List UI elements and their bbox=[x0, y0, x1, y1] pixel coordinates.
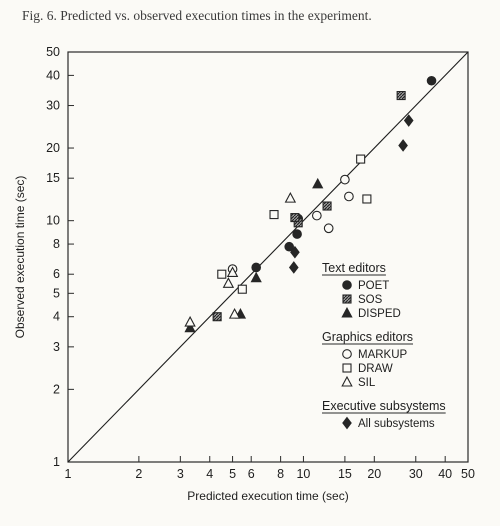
x-tick-label: 20 bbox=[367, 467, 381, 481]
x-tick-label: 8 bbox=[277, 467, 284, 481]
legend-label-sil: SIL bbox=[358, 377, 376, 389]
data-point-poet bbox=[292, 229, 302, 239]
data-point-all-subsystems bbox=[288, 261, 299, 274]
x-tick-label: 3 bbox=[177, 467, 184, 481]
x-tick-label: 40 bbox=[438, 467, 452, 481]
legend-group-heading: Text editors bbox=[322, 261, 386, 275]
x-tick-label: 2 bbox=[135, 467, 142, 481]
y-tick-label: 6 bbox=[53, 267, 60, 281]
data-point-draw bbox=[237, 284, 247, 294]
data-point-poet bbox=[284, 241, 294, 252]
plot-frame bbox=[67, 51, 469, 463]
data-point-poet bbox=[251, 262, 261, 273]
x-tick-label: 10 bbox=[296, 467, 310, 481]
legend-marker-sos bbox=[342, 294, 352, 304]
data-point-sil bbox=[228, 307, 241, 319]
x-tick-label: 4 bbox=[206, 467, 213, 481]
data-point-poet bbox=[426, 75, 437, 86]
legend-label-sos: SOS bbox=[358, 294, 383, 306]
legend-marker-all-subsystems bbox=[342, 416, 352, 430]
x-tick-label: 6 bbox=[248, 467, 255, 481]
legend-label-draw: DRAW bbox=[358, 363, 393, 375]
legend-marker-sil bbox=[341, 375, 353, 387]
figure-caption: Fig. 6. Predicted vs. observed execution… bbox=[22, 8, 372, 23]
y-tick-label: 3 bbox=[53, 340, 60, 354]
y-tick-label: 4 bbox=[53, 310, 60, 324]
x-tick-label: 15 bbox=[338, 467, 352, 481]
data-point-all-subsystems bbox=[403, 114, 414, 127]
y-axis-label: Observed execution time (sec) bbox=[13, 176, 27, 339]
data-point-draw bbox=[362, 194, 372, 204]
data-point-sos bbox=[322, 201, 332, 211]
data-point-all-subsystems bbox=[290, 245, 300, 259]
y-tick-label: 50 bbox=[46, 45, 60, 59]
legend-group-heading: Graphics editors bbox=[322, 330, 413, 344]
y-tick-label: 20 bbox=[46, 141, 60, 155]
data-point-sil bbox=[222, 277, 235, 288]
data-point-markup bbox=[344, 191, 354, 202]
data-point-disped bbox=[250, 271, 262, 283]
x-tick-label: 50 bbox=[461, 467, 475, 481]
legend-marker-markup bbox=[342, 349, 352, 359]
data-point-sos bbox=[396, 90, 406, 101]
data-point-markup bbox=[311, 210, 322, 221]
x-axis-label: Predicted execution time (sec) bbox=[187, 489, 348, 503]
legend-label-disped: DISPED bbox=[358, 308, 401, 320]
data-point-sos bbox=[212, 312, 222, 322]
x-tick-label: 1 bbox=[65, 467, 72, 481]
legend-marker-draw bbox=[342, 363, 352, 373]
x-tick-label: 30 bbox=[409, 467, 423, 481]
legend-marker-disped bbox=[341, 306, 353, 318]
y-tick-label: 8 bbox=[53, 237, 60, 251]
y-tick-label: 5 bbox=[53, 286, 60, 300]
data-point-disped bbox=[312, 177, 324, 189]
data-point-draw bbox=[269, 210, 279, 220]
data-point-markup bbox=[323, 223, 334, 234]
y-tick-label: 40 bbox=[46, 68, 60, 82]
data-point-all-subsystems bbox=[398, 139, 408, 152]
legend-label-all-subsystems: All subsystems bbox=[358, 418, 435, 430]
legend-marker-poet bbox=[342, 280, 352, 290]
identity-line bbox=[67, 51, 469, 463]
y-tick-label: 1 bbox=[53, 455, 60, 469]
legend-label-markup: MARKUP bbox=[358, 349, 408, 361]
y-tick-label: 10 bbox=[46, 214, 60, 228]
y-tick-label: 15 bbox=[46, 171, 60, 185]
x-tick-label: 5 bbox=[229, 467, 236, 481]
data-point-disped bbox=[184, 321, 196, 333]
data-point-sil bbox=[184, 315, 196, 327]
data-point-sil bbox=[226, 266, 239, 278]
legend-group-heading: Executive subsystems bbox=[322, 399, 446, 413]
data-point-sos bbox=[290, 213, 300, 223]
legend-label-poet: POET bbox=[358, 280, 389, 292]
data-point-sil bbox=[284, 191, 297, 203]
y-tick-label: 2 bbox=[53, 382, 60, 396]
data-point-draw bbox=[356, 154, 366, 164]
data-point-draw bbox=[217, 269, 227, 279]
data-point-markup bbox=[340, 174, 350, 185]
y-tick-label: 30 bbox=[46, 99, 60, 113]
